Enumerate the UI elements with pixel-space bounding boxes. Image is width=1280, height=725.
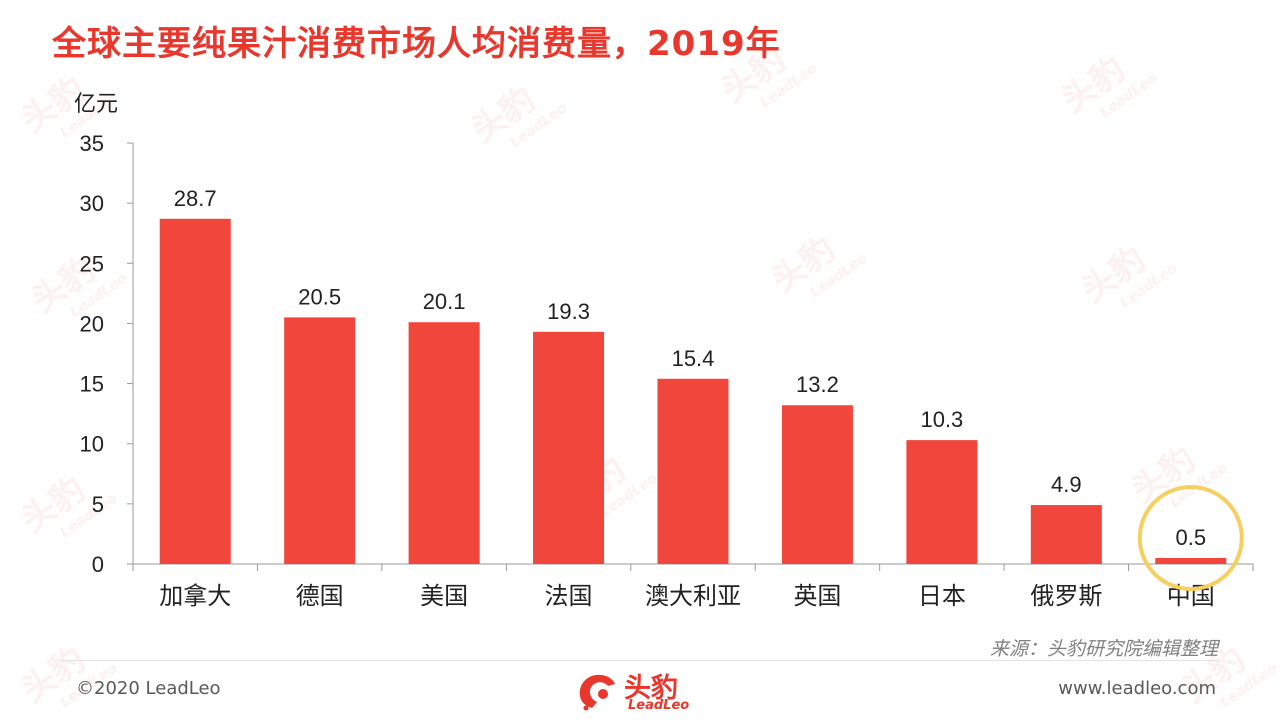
data-label: 28.7 (174, 186, 217, 211)
y-tick-label: 35 (80, 131, 104, 156)
bar (781, 405, 853, 564)
copyright-text: ©2020 LeadLeo (76, 678, 221, 699)
bar (408, 322, 480, 564)
page-title: 全球主要纯果汁消费市场人均消费量，2019年 (52, 24, 781, 64)
data-label: 13.2 (796, 372, 839, 397)
data-label: 4.9 (1051, 472, 1082, 497)
source-note: 来源：头豹研究院编辑整理 (989, 638, 1218, 660)
footer-divider (60, 660, 1220, 661)
x-tick-label: 美国 (420, 582, 468, 610)
x-tick-label: 英国 (793, 582, 841, 610)
data-label: 20.1 (423, 289, 466, 314)
logo-subtitle: LeadLeo (628, 698, 690, 713)
bar (533, 331, 605, 564)
y-tick-label: 30 (80, 191, 104, 216)
y-axis-label: 亿元 (74, 92, 118, 117)
y-tick-label: 10 (80, 432, 104, 457)
x-tick-label: 日本 (918, 582, 966, 610)
x-tick-label: 俄罗斯 (1030, 582, 1102, 610)
bar (657, 378, 729, 564)
leopard-icon (579, 674, 615, 711)
data-label: 15.4 (672, 346, 715, 371)
data-label: 0.5 (1175, 525, 1206, 550)
y-tick-label: 20 (80, 311, 104, 336)
y-tick-label: 25 (80, 251, 104, 276)
website-link[interactable]: www.leadleo.com (1058, 678, 1216, 699)
x-tick-label: 澳大利亚 (645, 582, 741, 610)
data-label: 20.5 (298, 284, 341, 309)
y-tick-label: 0 (92, 552, 104, 577)
data-label: 10.3 (920, 407, 963, 432)
y-tick-label: 5 (92, 492, 104, 517)
bar (159, 218, 231, 564)
bar (1030, 505, 1102, 564)
data-label: 19.3 (547, 299, 590, 324)
logo-name: 头豹 (624, 673, 678, 704)
bar (1155, 557, 1227, 564)
highlight-ring (1137, 484, 1244, 591)
bar (906, 440, 978, 564)
bar (284, 317, 356, 564)
x-tick-label: 加拿大 (159, 582, 231, 610)
y-tick-label: 15 (80, 372, 104, 397)
x-tick-label: 法国 (545, 582, 593, 610)
x-tick-label: 德国 (296, 582, 344, 610)
leadleo-logo: 头豹 LeadLeo (574, 664, 714, 718)
